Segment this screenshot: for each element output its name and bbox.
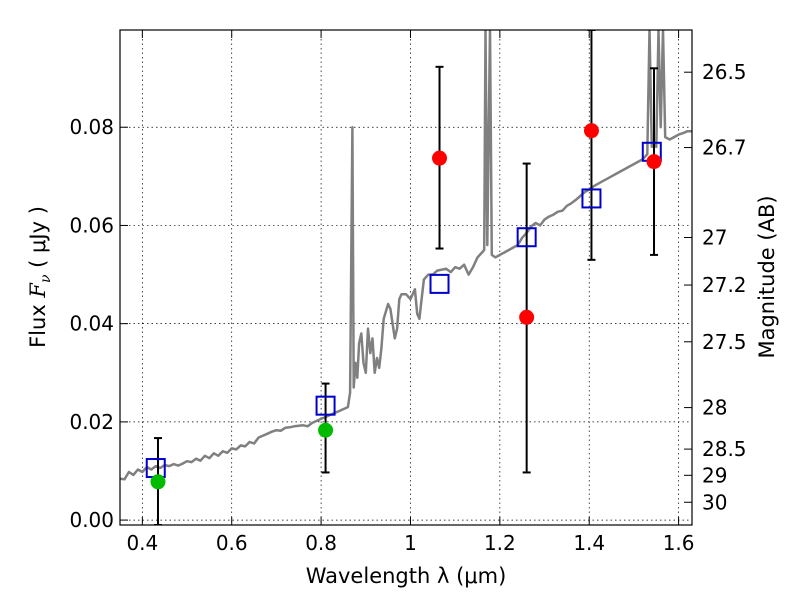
right-tick-label: 26.5	[702, 60, 747, 84]
model-flux-square	[516, 227, 537, 248]
model-flux-square	[581, 188, 602, 209]
right-tick-label: 28	[702, 396, 727, 420]
x-tick-label: 1.2	[484, 531, 516, 555]
observed-flux-point	[583, 123, 599, 139]
x-tick-label: 0.8	[305, 531, 337, 555]
plot-area	[120, 30, 692, 525]
observed-flux-point	[519, 309, 535, 325]
detection-flux-point	[318, 422, 334, 438]
y-tick-label: 0.04	[69, 312, 114, 336]
right-tick-label: 29	[702, 463, 727, 487]
model-flux-square	[315, 395, 336, 416]
y-tick-label: 0.08	[69, 115, 114, 139]
right-tick-label: 30	[702, 490, 727, 514]
x-tick-label: 1.6	[663, 531, 695, 555]
model-flux-square	[429, 273, 450, 294]
y-tick-label: 0.06	[69, 213, 114, 237]
observed-flux-point	[432, 150, 448, 166]
x-axis-label: Wavelength λ (μm)	[306, 564, 507, 588]
plot-frame	[119, 29, 693, 526]
x-tick-label: 0.4	[126, 531, 158, 555]
detection-flux-point	[150, 474, 166, 490]
right-axis-label: Magnitude (AB)	[755, 195, 779, 358]
axis-ticks: 0.4 0.6 0.8 1 1.2 1.4 1.6 0.00 0.02 0.04 0.06 0.08 2…	[69, 30, 747, 555]
y-axis-label: Flux Fν ( μJy )	[26, 206, 54, 348]
template-spectrum-line	[120, 30, 692, 481]
right-tick-label: 27.2	[702, 273, 747, 297]
x-tick-label: 0.6	[216, 531, 248, 555]
right-tick-label: 27	[702, 225, 727, 249]
right-tick-label: 26.7	[702, 136, 747, 160]
right-tick-label: 27.5	[702, 330, 747, 354]
y-tick-label: 0.02	[69, 410, 114, 434]
x-tick-label: 1	[404, 531, 417, 555]
grid	[120, 30, 692, 525]
x-tick-label: 1.4	[573, 531, 605, 555]
observed-flux-point	[646, 154, 662, 170]
y-tick-label: 0.00	[69, 508, 114, 532]
right-tick-label: 28.5	[702, 437, 747, 461]
